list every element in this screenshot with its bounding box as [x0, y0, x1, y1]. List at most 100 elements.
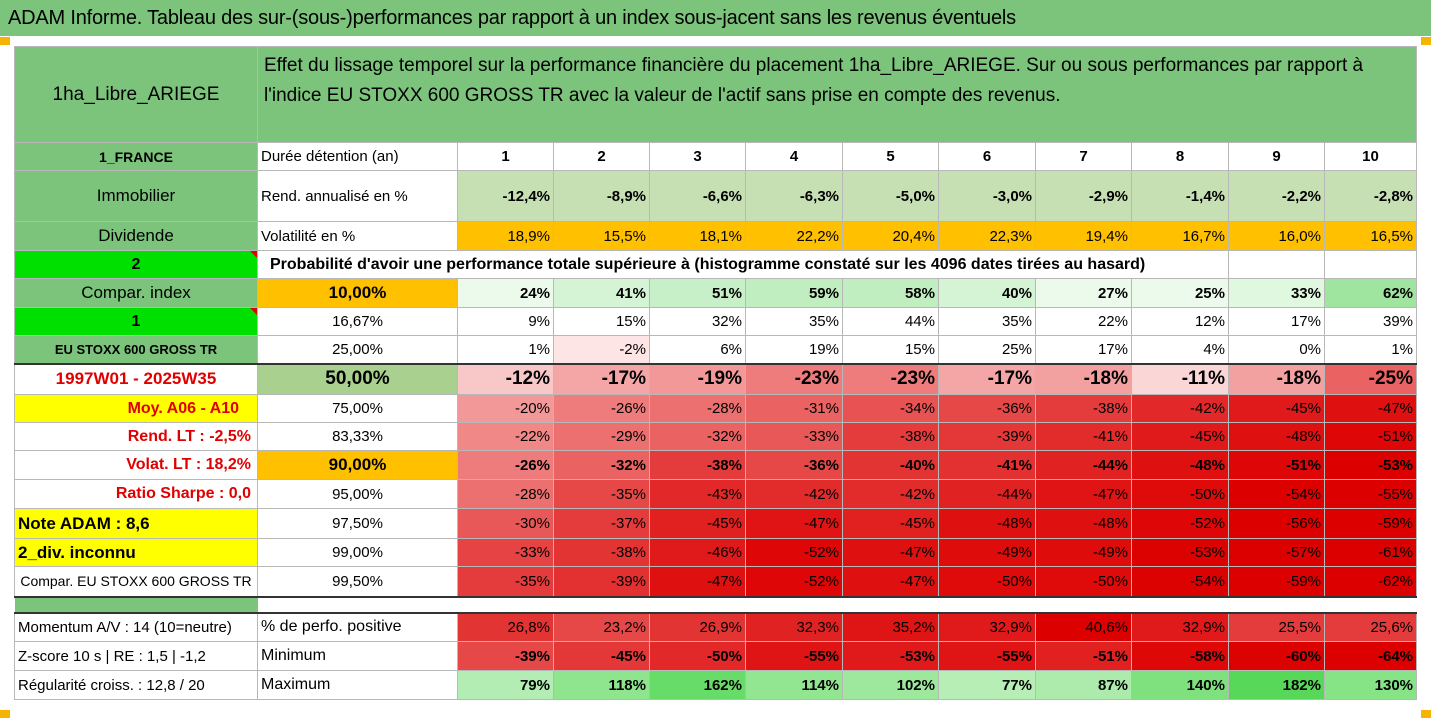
quantile-cell: -38%	[553, 538, 650, 567]
year-cell: 3	[649, 142, 746, 171]
quantile-cell: -2%	[553, 335, 650, 364]
median-row: 1997W01 - 2025W35 50,00% -12% -17% -19% …	[14, 362, 1418, 395]
maximum-cell: 87%	[1035, 670, 1132, 700]
quantile-cell: -59%	[1323, 508, 1418, 539]
quantile-cell: -33%	[457, 538, 554, 567]
positive-cell: 26,8%	[457, 611, 554, 642]
corner-marker	[0, 710, 10, 718]
quantile-cell: 15%	[553, 307, 650, 336]
positive-label: % de perfo. positive	[257, 611, 458, 642]
spacer-row	[14, 596, 1417, 613]
quantile-cell: -48%	[1228, 422, 1325, 451]
quantile-row: 1 16,67% 9% 15% 32% 35% 44% 35% 22% 12% …	[14, 307, 1418, 336]
minimum-cell: -51%	[1035, 641, 1132, 671]
quantile-label: 16,67%	[257, 307, 458, 336]
minimum-cell: -50%	[649, 641, 746, 671]
corner-marker	[0, 37, 10, 45]
quantile-cell: -59%	[1228, 566, 1325, 598]
year-cell: 1	[457, 142, 554, 171]
quantile-cell: -56%	[1228, 508, 1325, 539]
year-cell: 4	[745, 142, 843, 171]
spacer-cell	[14, 596, 258, 613]
quantile-cell: -45%	[842, 508, 939, 539]
quantile-label: 25,00%	[257, 335, 458, 364]
quantile-cell: -46%	[649, 538, 746, 567]
quantile-cell: -52%	[1131, 508, 1229, 539]
moy-label: Moy. A06 - A10	[14, 394, 258, 423]
quantile-cell: -62%	[1323, 566, 1418, 598]
quantile-cell: -53%	[1323, 450, 1418, 480]
quantile-cell: -11%	[1131, 362, 1229, 395]
quantile-label: 10,00%	[257, 278, 458, 308]
positive-row: Momentum A/V : 14 (10=neutre) % de perfo…	[14, 611, 1418, 642]
performance-table: 1ha_Libre_ARIEGE Effet du lissage tempor…	[14, 46, 1418, 700]
quantile-cell: -50%	[1131, 479, 1229, 509]
quantile-cell: -20%	[457, 394, 554, 423]
quantile-cell: -30%	[457, 508, 554, 539]
quantile-cell: 1%	[1323, 335, 1418, 364]
quantile-cell: -35%	[457, 566, 554, 598]
quantile-cell: -34%	[842, 394, 939, 423]
minimum-cell: -60%	[1228, 641, 1325, 671]
year-cell: 9	[1228, 142, 1325, 171]
quantile-cell: -17%	[938, 362, 1036, 395]
compar-index-label: Compar. EU STOXX 600 GROSS TR	[14, 566, 258, 598]
rend-lt-label: Rend. LT : -2,5%	[14, 422, 258, 451]
quantile-cell: -42%	[745, 479, 843, 509]
quantile-cell: -47%	[1323, 394, 1418, 423]
country-label: 1_FRANCE	[14, 142, 258, 171]
zscore-label: Z-score 10 s | RE : 1,5 | -1,2	[14, 641, 258, 671]
quantile-cell: -31%	[745, 394, 843, 423]
minimum-cell: -55%	[938, 641, 1036, 671]
positive-cell: 32,9%	[938, 611, 1036, 642]
positive-cell: 32,3%	[745, 611, 843, 642]
quantile-label: 75,00%	[257, 394, 458, 423]
quantile-cell: -23%	[745, 362, 843, 395]
product-name: 1ha_Libre_ARIEGE	[14, 46, 258, 143]
quantile-cell: -45%	[649, 508, 746, 539]
volatility-cell: 22,2%	[745, 221, 843, 251]
quantile-cell: -47%	[649, 566, 746, 598]
maximum-cell: 130%	[1323, 670, 1418, 700]
regularity-label: Régularité croiss. : 12,8 / 20	[14, 670, 258, 700]
volatility-cell: 15,5%	[553, 221, 650, 251]
quantile-cell: -33%	[745, 422, 843, 451]
quantile-cell: -51%	[1228, 450, 1325, 480]
selector-cell-1[interactable]: 1	[14, 307, 258, 336]
quantile-cell: 17%	[1035, 335, 1132, 364]
volatility-label: Volatilité en %	[257, 221, 458, 251]
quantile-cell: -51%	[1323, 422, 1418, 451]
return-cell: -2,9%	[1035, 170, 1132, 222]
quantile-cell: -45%	[1131, 422, 1229, 451]
quantile-cell: -47%	[842, 538, 939, 567]
quantile-cell: -57%	[1228, 538, 1325, 567]
maximum-cell: 114%	[745, 670, 843, 700]
minimum-cell: -64%	[1323, 641, 1418, 671]
quantile-label: 99,00%	[257, 538, 458, 567]
selector-cell-2[interactable]: 2	[14, 250, 258, 279]
quantile-cell: -42%	[1131, 394, 1229, 423]
title-bar: ADAM Informe. Tableau des sur-(sous-)per…	[0, 0, 1431, 37]
sharpe-label: Ratio Sharpe : 0,0	[14, 479, 258, 509]
empty-cell	[1323, 250, 1418, 279]
minimum-cell: -58%	[1131, 641, 1229, 671]
quantile-row: Rend. LT : -2,5% 83,33% -22% -29% -32% -…	[14, 422, 1418, 451]
quantile-cell: 40%	[938, 278, 1036, 308]
positive-cell: 23,2%	[553, 611, 650, 642]
quantile-cell: -37%	[553, 508, 650, 539]
quantile-cell: -18%	[1228, 362, 1325, 395]
positive-cell: 40,6%	[1035, 611, 1132, 642]
probability-label: Probabilité d'avoir une performance tota…	[257, 250, 1229, 279]
positive-cell: 25,6%	[1323, 611, 1418, 642]
quantile-label: 95,00%	[257, 479, 458, 509]
quantile-cell: -52%	[745, 538, 843, 567]
quantile-cell: 32%	[649, 307, 746, 336]
quantile-cell: -54%	[1131, 566, 1229, 598]
quantile-cell: 15%	[842, 335, 939, 364]
quantile-cell: 12%	[1131, 307, 1229, 336]
return-cell: -5,0%	[842, 170, 939, 222]
note-adam-label: Note ADAM : 8,6	[14, 508, 258, 539]
maximum-label: Maximum	[257, 670, 458, 700]
dividend-label: Dividende	[14, 221, 258, 251]
